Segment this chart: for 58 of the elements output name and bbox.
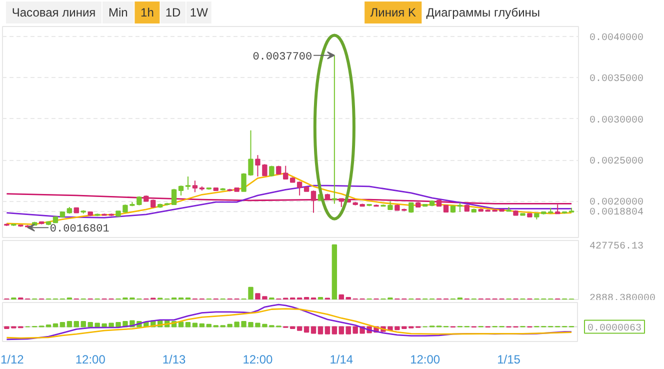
x-tick-label: 1/12 bbox=[0, 352, 24, 366]
text: Min bbox=[108, 6, 128, 20]
candlestick bbox=[296, 180, 302, 196]
y-tick-label: 0.0020000 bbox=[590, 198, 644, 209]
y-tick-label: 0.0018804 bbox=[590, 208, 644, 219]
candlestick bbox=[185, 176, 191, 190]
bar bbox=[52, 323, 58, 328]
bar bbox=[318, 326, 324, 334]
annotation: 0.0037700 bbox=[252, 51, 312, 64]
text: Часовая линия bbox=[12, 6, 96, 20]
candlestick bbox=[554, 204, 560, 214]
candlestick bbox=[255, 154, 260, 178]
bar bbox=[80, 320, 86, 328]
y-tick-label: 0.0035000 bbox=[590, 74, 644, 86]
x-tick-label: 1/15 bbox=[497, 352, 521, 366]
bar bbox=[346, 326, 351, 334]
text: 1D bbox=[165, 6, 182, 20]
text: Линия K bbox=[370, 6, 416, 20]
bar bbox=[206, 324, 212, 328]
bar bbox=[304, 296, 310, 300]
x-tick-label: 12:00 bbox=[242, 352, 274, 366]
bar bbox=[338, 326, 344, 334]
candlestick bbox=[408, 202, 414, 214]
bar bbox=[304, 326, 310, 333]
bar bbox=[324, 326, 330, 334]
bar bbox=[296, 326, 302, 331]
bar bbox=[199, 323, 205, 328]
text: 1h bbox=[140, 6, 154, 20]
y-tick-label: 0.0040000 bbox=[590, 32, 644, 44]
text: Диаграммы глубины bbox=[426, 6, 540, 20]
bar bbox=[310, 326, 316, 334]
bar bbox=[192, 322, 198, 328]
candlestick bbox=[283, 165, 288, 180]
candlestick bbox=[192, 180, 198, 193]
bar bbox=[338, 294, 344, 300]
bar bbox=[66, 320, 72, 328]
y-tick-label: 0.0025000 bbox=[590, 156, 644, 168]
x-tick-label: 1/14 bbox=[330, 352, 354, 366]
text: 0.0000063 bbox=[588, 323, 642, 334]
candlestick bbox=[171, 188, 177, 206]
bar bbox=[318, 296, 324, 300]
candlestick bbox=[178, 185, 184, 196]
annotation: 0.0016801 bbox=[50, 224, 110, 236]
x-tick-label: 1/13 bbox=[162, 352, 186, 366]
bar bbox=[332, 244, 338, 300]
y-tick-label: 0.0030000 bbox=[590, 115, 644, 126]
bar bbox=[178, 322, 184, 328]
bar bbox=[346, 296, 351, 300]
x-tick-label: 12:00 bbox=[75, 352, 106, 366]
y-tick-label: 427756.13 bbox=[590, 241, 644, 252]
bar bbox=[185, 322, 191, 328]
bar bbox=[74, 320, 80, 328]
candlestick bbox=[262, 164, 268, 176]
bar bbox=[332, 326, 338, 334]
x-tick-label: 12:00 bbox=[410, 352, 440, 366]
candlestick bbox=[310, 190, 316, 214]
text: 1W bbox=[190, 6, 209, 20]
bar bbox=[60, 322, 66, 328]
